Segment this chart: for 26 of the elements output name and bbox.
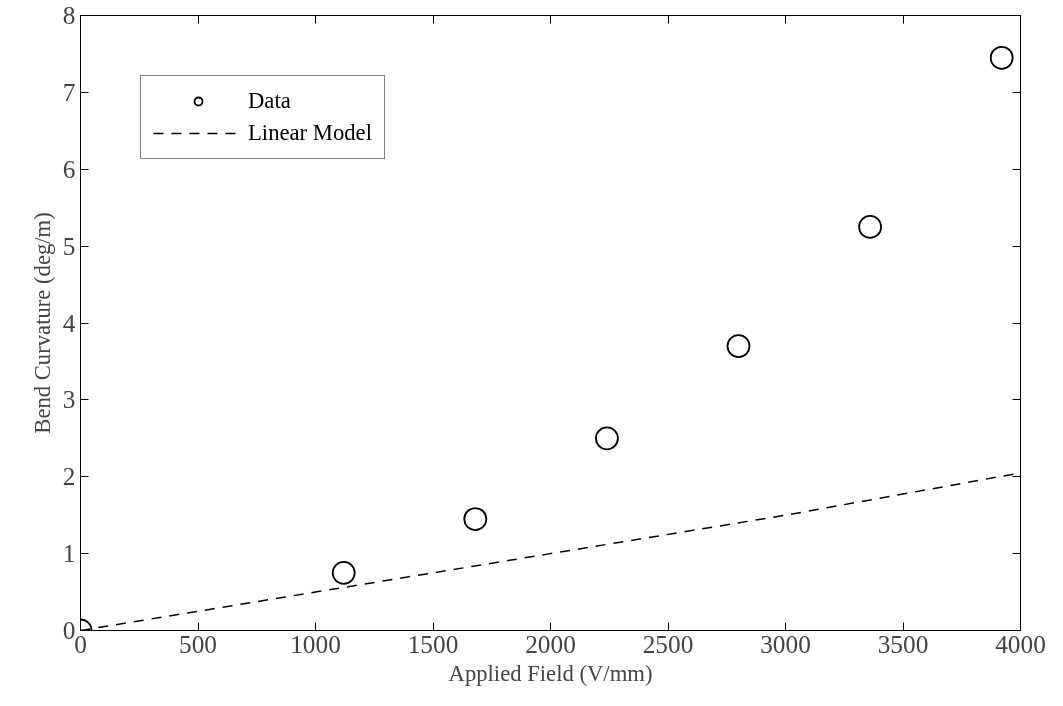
point bbox=[726, 334, 751, 358]
y-tick-label: 1 bbox=[62, 539, 76, 568]
x-tick-label: 3500 bbox=[877, 629, 929, 658]
y-tick-label: 6 bbox=[62, 154, 76, 183]
point bbox=[331, 560, 356, 585]
x-tick-label: 1000 bbox=[290, 629, 341, 658]
y-tick-label: 3 bbox=[62, 385, 76, 414]
x-tick-label: 2500 bbox=[642, 629, 694, 658]
point bbox=[463, 507, 488, 531]
point bbox=[858, 215, 882, 239]
legend-label: Data bbox=[248, 88, 291, 114]
x-tick-label: 3000 bbox=[760, 629, 811, 658]
y-tick-label: 2 bbox=[62, 462, 76, 491]
x-tick-label: 2000 bbox=[525, 629, 576, 658]
y-tick-label: 7 bbox=[62, 77, 76, 106]
point bbox=[595, 426, 619, 451]
point bbox=[989, 45, 1014, 70]
y-axis-title: Bend Curvature (deg/m) bbox=[29, 212, 55, 434]
legend-label: Linear Model bbox=[248, 120, 372, 146]
x-tick-label: 1500 bbox=[407, 629, 459, 658]
y-tick-label: 4 bbox=[62, 308, 76, 337]
y-tick-label: 5 bbox=[62, 231, 76, 260]
x-tick-label: 500 bbox=[179, 629, 217, 658]
x-tick-label: 4000 bbox=[995, 629, 1046, 658]
x-axis-title: Applied Field (V/mm) bbox=[448, 660, 653, 686]
y-tick-label: 8 bbox=[62, 1, 76, 29]
